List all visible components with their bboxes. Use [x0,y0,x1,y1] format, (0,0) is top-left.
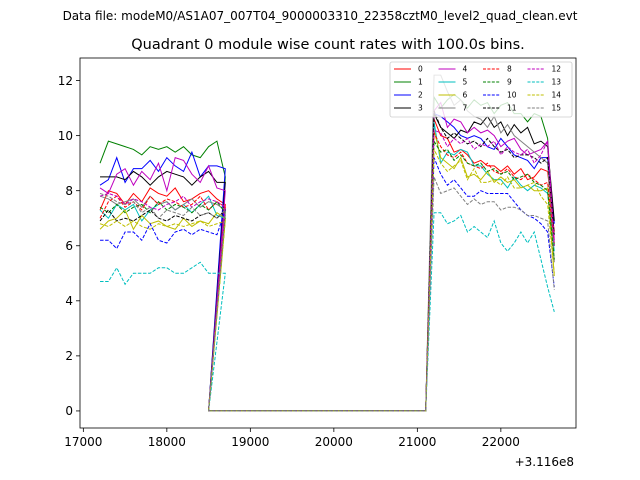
x-tick-label: 22000 [482,435,520,449]
legend-label: 15 [552,104,562,113]
y-tick-label: 2 [65,349,73,363]
legend-label: 12 [552,65,562,74]
legend-label: 10 [507,91,517,100]
plot-lines [99,74,555,412]
legend-label: 13 [552,78,562,87]
series-line-11 [99,110,555,412]
y-tick-label: 8 [65,184,73,198]
y-tick-label: 0 [65,404,73,418]
legend-label: 7 [463,104,468,113]
legend-label: 6 [463,91,468,100]
series-line-0 [99,118,555,412]
legend-label: 2 [418,91,423,100]
legend-label: 11 [507,104,517,113]
x-tick-label: 18000 [148,435,186,449]
x-tick-label: 20000 [315,435,353,449]
series-line-3 [100,113,555,412]
y-axis: 0 2 4 6 8 10 12 [58,74,80,418]
x-tick-label: 21000 [398,435,436,449]
series-line-8 [99,132,555,412]
y-tick-label: 4 [65,294,73,308]
plot-frame [79,57,577,429]
y-tick-label: 10 [58,129,73,143]
figure-suptitle: Data file: modeM0/AS1A07_007T04_90000033… [63,9,578,23]
legend-label: 4 [463,65,468,74]
y-tick-label: 12 [58,74,73,88]
series-line-9 [99,139,555,412]
x-tick-label: 19000 [231,435,269,449]
series-line-2 [99,112,555,412]
legend-label: 0 [418,65,423,74]
legend-label: 3 [418,104,423,113]
series-line-1 [99,93,555,412]
series-line-4 [99,101,555,412]
series-line-7 [99,74,555,412]
x-offset-label: +3.116e8 [515,455,574,469]
series-line-13 [100,212,555,412]
x-axis: 17000 18000 19000 20000 21000 22000 [64,428,520,449]
series-line-14 [99,149,555,412]
chart-title: Quadrant 0 module wise count rates with … [131,37,525,53]
legend-box [389,61,573,118]
legend-label: 1 [418,78,423,87]
legend-label: 14 [552,91,562,100]
x-tick-label: 17000 [64,435,102,449]
y-tick-label: 6 [65,239,73,253]
legend-label: 5 [463,78,468,87]
legend-label: 8 [507,65,512,74]
legend-label: 9 [507,78,512,87]
series-line-10 [100,157,555,412]
series-line-15 [99,176,555,412]
